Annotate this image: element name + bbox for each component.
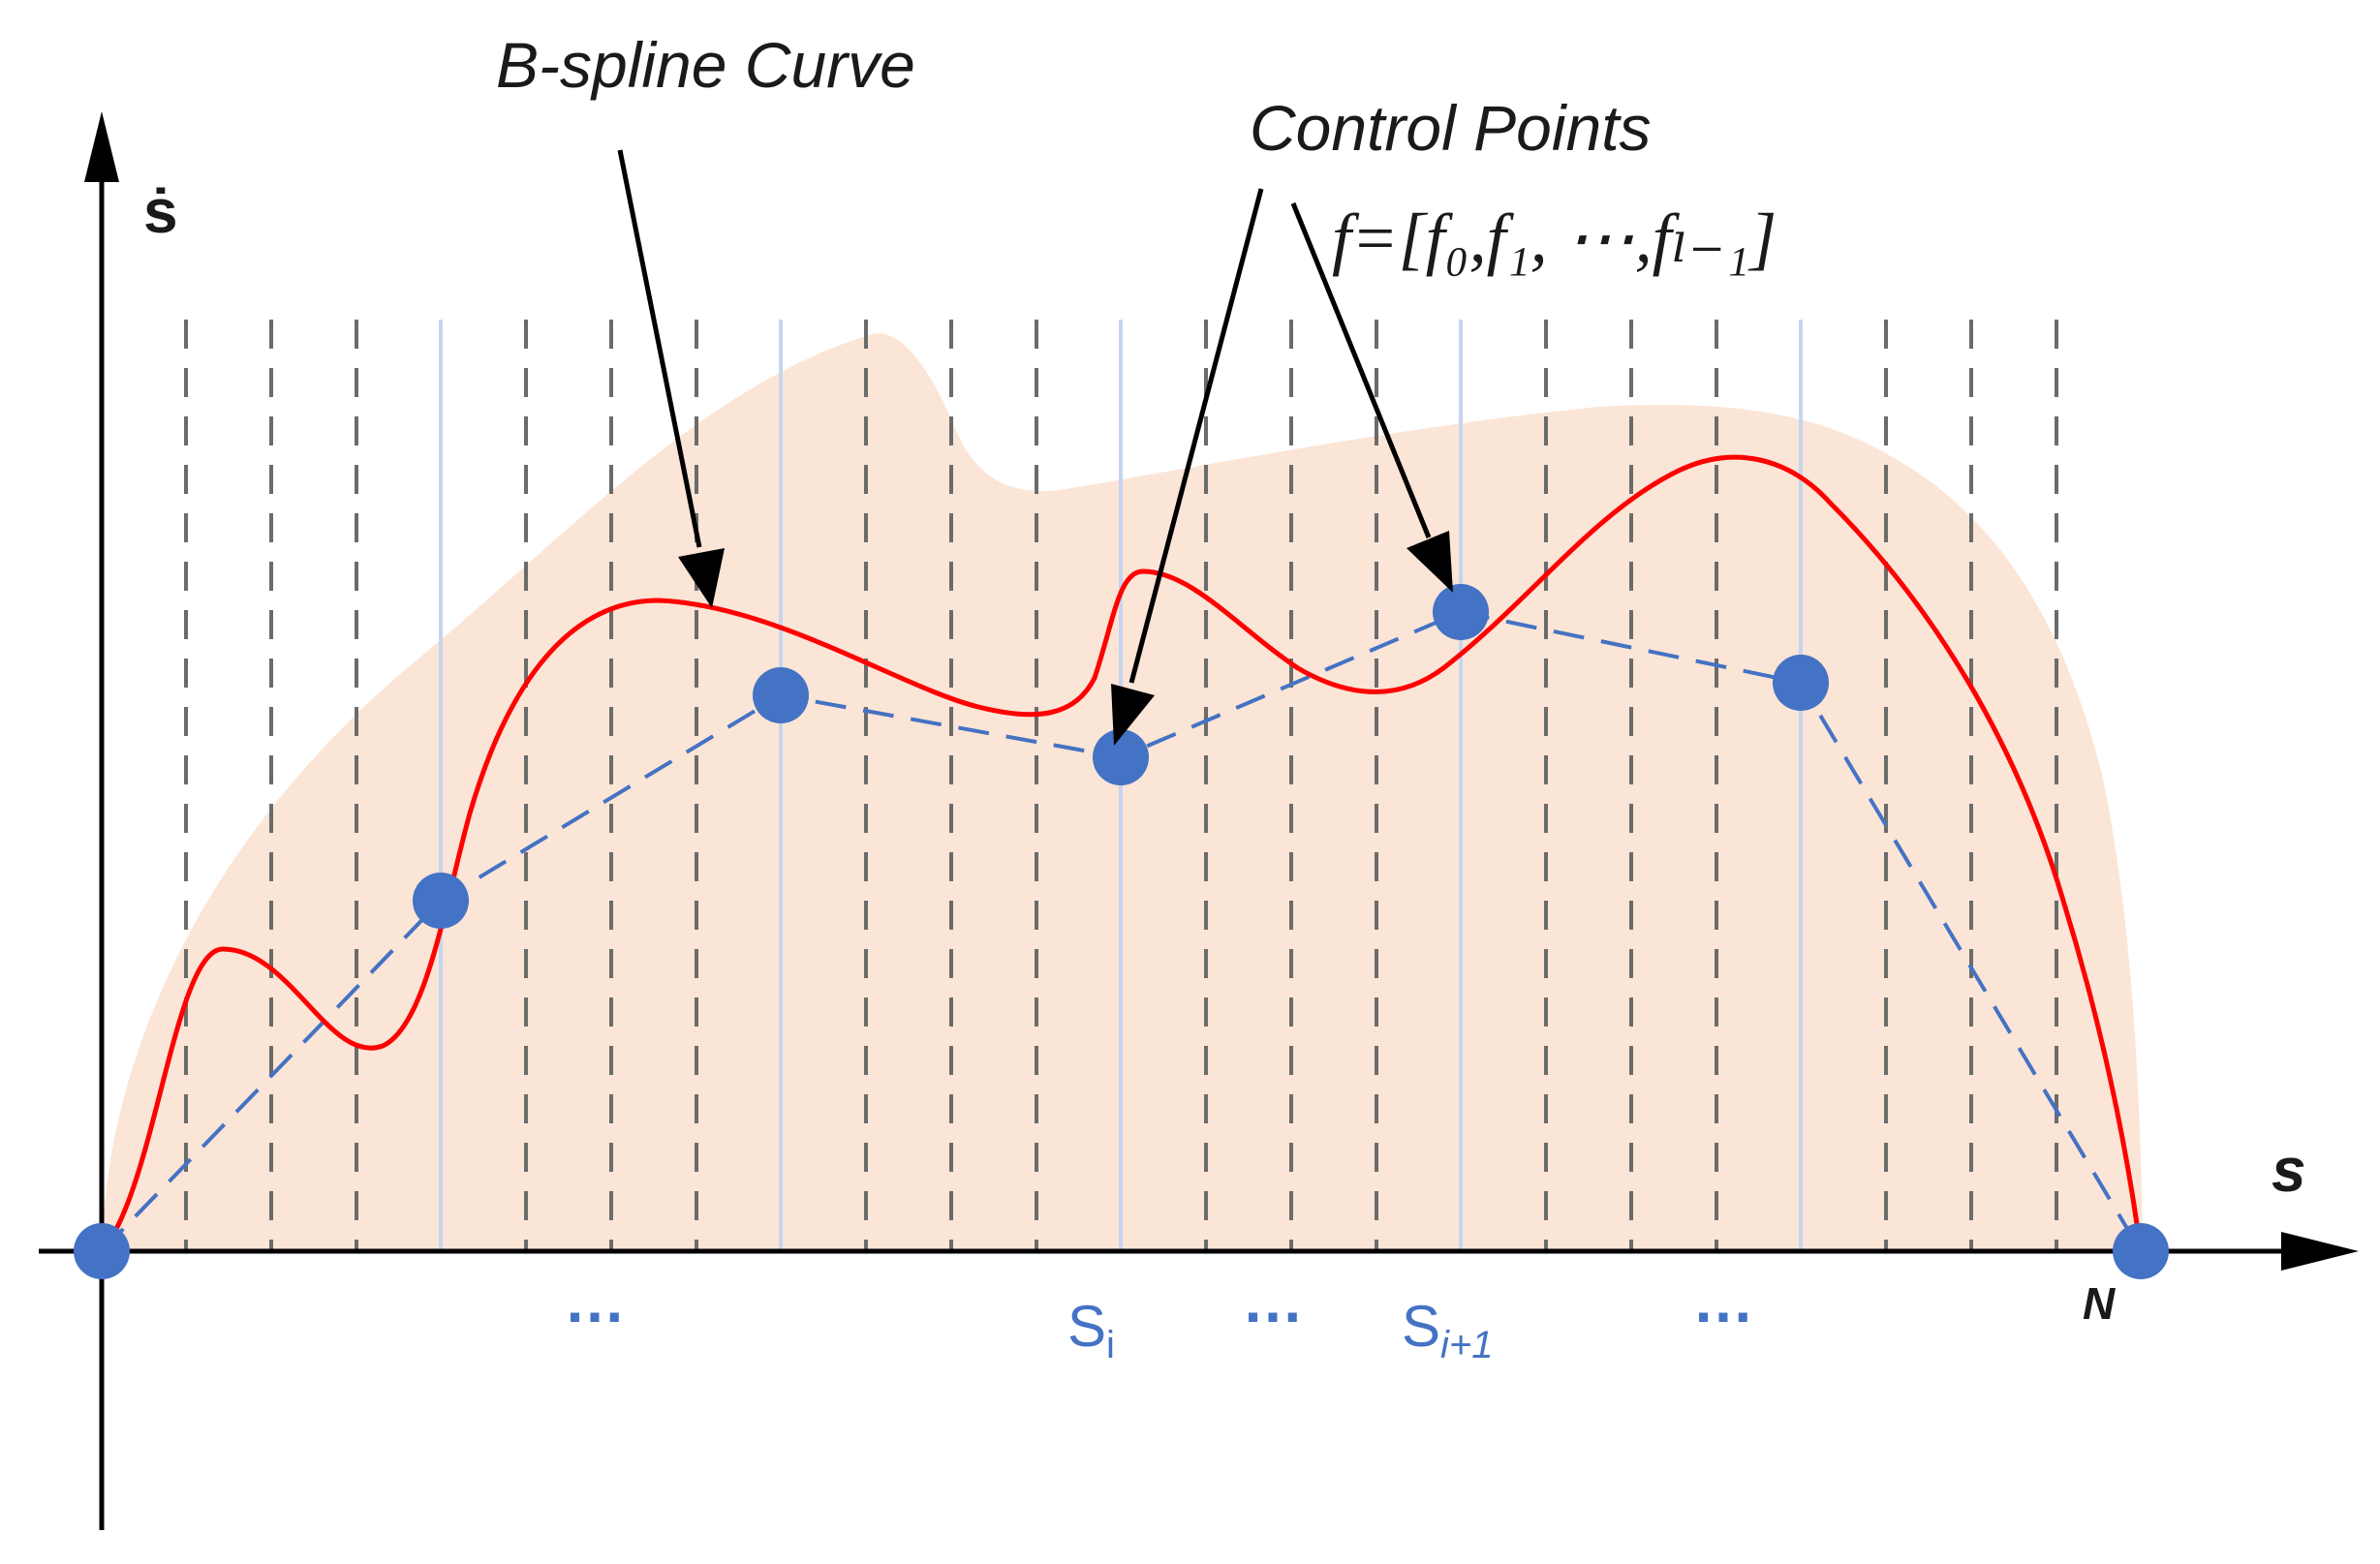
control-points [74, 584, 2169, 1279]
x-axis-label: s [2272, 1135, 2306, 1205]
annotation-arrowheads [678, 531, 1453, 746]
control-point [1433, 584, 1489, 640]
knot-s-i1-subscript: i+1 [1440, 1324, 1494, 1366]
y-axis-label: ṡ [143, 176, 178, 246]
control-point [753, 667, 809, 723]
curve-label-arrow [617, 149, 702, 548]
control-vector-label: f=[f₀,f₁, ⋯,fₗ₋₁] [1332, 199, 1777, 277]
control-point [413, 873, 469, 929]
control-point [74, 1223, 130, 1279]
knot-ellipsis-right: … [1692, 1266, 1754, 1335]
knot-s-i1-main: S [1402, 1294, 1440, 1359]
end-knot-label: N [2083, 1278, 2116, 1329]
axes [39, 165, 2281, 1530]
knot-ellipsis-middle: … [1242, 1266, 1304, 1335]
grid-dashes [184, 320, 2058, 1251]
y-axis-arrowhead [84, 111, 119, 182]
control-point [2113, 1223, 2169, 1279]
x-axis-arrowhead [2281, 1232, 2359, 1271]
control-point-arrow-left [1128, 188, 1264, 684]
knot-s-i-subscript: i [1106, 1324, 1115, 1366]
knot-s-i1-label: Si+1 [1402, 1294, 1494, 1366]
control-points-label: Control Points [1250, 92, 1652, 164]
control-point [1773, 655, 1829, 711]
control-point [1093, 729, 1149, 785]
knot-s-i-main: S [1067, 1294, 1106, 1359]
annotation-arrows [617, 149, 1432, 684]
knot-s-i-label: Si [1067, 1294, 1115, 1366]
knot-ellipsis-left: … [564, 1266, 626, 1335]
curve-label: B-spline Curve [496, 29, 915, 101]
control-point-arrow-right [1290, 202, 1432, 538]
bspline-curve [100, 454, 2144, 1253]
